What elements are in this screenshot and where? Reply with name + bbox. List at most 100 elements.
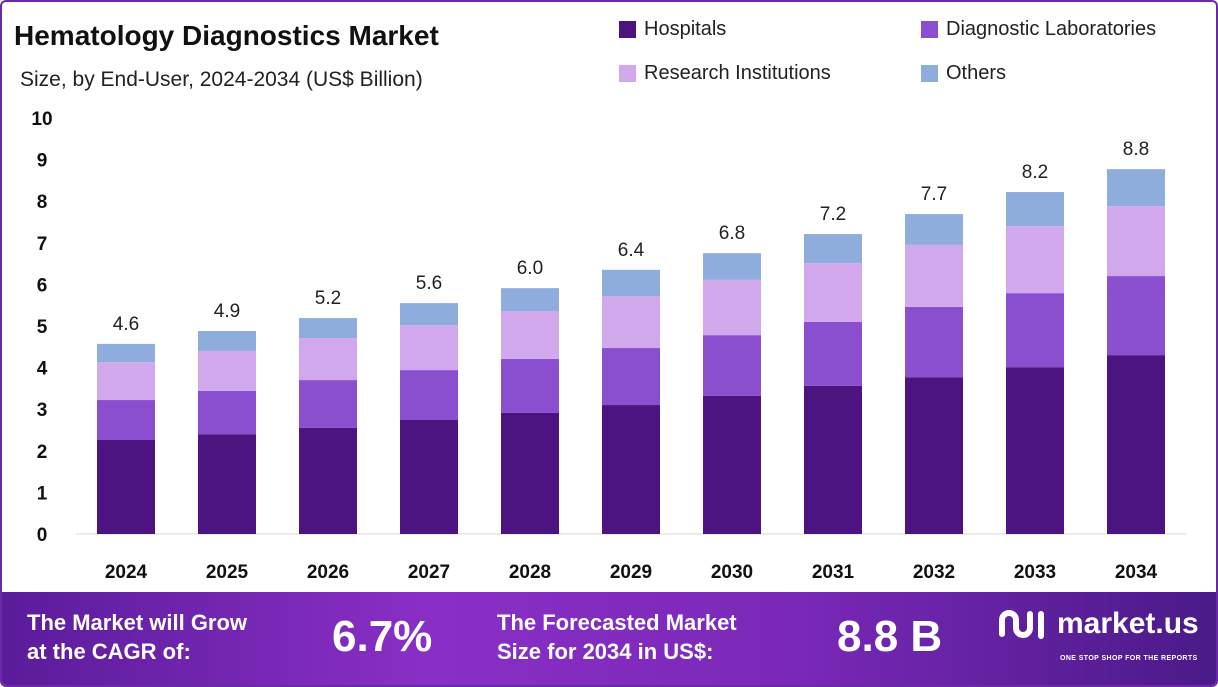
x-tick-label: 2024	[105, 562, 148, 583]
bar-total-label: 8.8	[1123, 139, 1149, 160]
bar-segment-others	[198, 330, 256, 351]
legend-label: Diagnostic Laboratories	[946, 18, 1157, 40]
bar-segment-research-institutions	[602, 296, 660, 349]
legend-label: Research Institutions	[644, 62, 831, 84]
bar-total-label: 5.2	[315, 288, 341, 309]
y-tick-label: 3	[37, 400, 48, 421]
legend-swatch	[921, 21, 938, 38]
y-tick-label: 5	[37, 317, 48, 338]
cagr-label-line: The Market will Grow	[27, 610, 248, 635]
bar-segment-diagnostic-laboratories	[602, 348, 660, 406]
bar-segment-hospitals	[400, 420, 458, 534]
bar-total-label: 5.6	[416, 273, 442, 294]
bar-segment-diagnostic-laboratories	[1107, 276, 1165, 356]
legend-item-research-institutions: Research Institutions	[619, 62, 831, 85]
bar-segment-research-institutions	[400, 325, 458, 371]
y-tick-label: 6	[37, 275, 48, 296]
x-tick-label: 2029	[610, 562, 652, 583]
x-tick-label: 2030	[711, 562, 753, 583]
y-tick-label: 0	[37, 525, 48, 546]
bar-segment-diagnostic-laboratories	[1006, 293, 1064, 368]
chart-subtitle: Size, by End-User, 2024-2034 (US$ Billio…	[20, 68, 423, 91]
bar-total-label: 7.2	[820, 204, 846, 225]
bar-total-label: 4.9	[214, 301, 240, 322]
logo-text: market.us	[1057, 607, 1199, 640]
legend-swatch	[619, 21, 636, 38]
bar-segment-diagnostic-laboratories	[501, 358, 559, 413]
bar-segment-hospitals	[1107, 355, 1165, 534]
bar-segment-hospitals	[501, 412, 559, 534]
bar-total-label: 6.0	[517, 258, 543, 279]
bar-total-label: 8.2	[1022, 162, 1048, 183]
legend-item-diagnostic-laboratories: Diagnostic Laboratories	[921, 18, 1156, 41]
forecast-label: The Forecasted Market Size for 2034 in US…	[497, 608, 737, 666]
bar-segment-hospitals	[198, 434, 256, 534]
y-tick-label: 7	[37, 234, 48, 255]
cagr-label: The Market will Grow at the CAGR of:	[27, 608, 247, 666]
bar-segment-diagnostic-laboratories	[703, 335, 761, 396]
bar-segment-diagnostic-laboratories	[97, 400, 155, 440]
bar-segment-diagnostic-laboratories	[198, 390, 256, 435]
bar-segment-research-institutions	[97, 362, 155, 401]
bar-segment-research-institutions	[1006, 226, 1064, 294]
y-tick-label: 4	[37, 359, 48, 380]
bar-segment-others	[299, 318, 357, 339]
x-tick-label: 2028	[509, 562, 551, 583]
bar-segment-others	[602, 269, 660, 297]
legend-label: Others	[946, 62, 1007, 84]
bar-chart-plot: 0 1 2 3 4 5 6 7 8 9 10 4.6 2024 4.9 2025 5.2 2026 5.6 2027…	[31, 109, 1187, 583]
cagr-value: 6.7%	[332, 612, 433, 661]
bar-segment-research-institutions	[1107, 206, 1165, 277]
bar-segment-research-institutions	[501, 311, 559, 359]
bar-total-label: 6.4	[618, 240, 645, 261]
y-tick-label: 8	[37, 192, 48, 213]
bar-segment-diagnostic-laboratories	[804, 321, 862, 386]
bar-segment-diagnostic-laboratories	[400, 370, 458, 421]
bar-segment-research-institutions	[299, 338, 357, 381]
bar-segment-research-institutions	[804, 263, 862, 322]
bar-segment-others	[1107, 169, 1165, 207]
bar-total-label: 7.7	[921, 184, 947, 205]
bar-segment-research-institutions	[905, 244, 963, 307]
footer-banner: The Market will Grow at the CAGR of: 6.7%…	[2, 592, 1216, 685]
x-tick-label: 2025	[206, 562, 249, 583]
y-tick-label: 2	[37, 442, 48, 463]
bar-segment-others	[905, 214, 963, 245]
bar-segment-diagnostic-laboratories	[905, 306, 963, 378]
forecast-label-line: The Forecasted Market	[497, 610, 737, 635]
x-tick-label: 2026	[307, 562, 349, 583]
forecast-value: 8.8 B	[837, 612, 943, 661]
bar-segment-hospitals	[703, 395, 761, 534]
legend-swatch	[921, 65, 938, 82]
x-tick-label: 2031	[812, 562, 855, 583]
cagr-label-line: at the CAGR of:	[27, 639, 191, 664]
bar-segment-research-institutions	[703, 279, 761, 336]
bar-segment-hospitals	[804, 385, 862, 534]
bar-segment-diagnostic-laboratories	[299, 380, 357, 428]
bar-segment-others	[97, 343, 155, 363]
bar-segment-research-institutions	[198, 350, 256, 391]
bar-total-label: 6.8	[719, 223, 745, 244]
legend-swatch	[619, 65, 636, 82]
bar-segment-others	[400, 303, 458, 326]
x-tick-label: 2034	[1115, 562, 1158, 583]
y-tick-label: 10	[31, 109, 52, 130]
y-tick-label: 1	[37, 483, 48, 504]
legend-item-others: Others	[921, 62, 1006, 85]
chart-title: Hematology Diagnostics Market	[14, 20, 439, 51]
x-tick-label: 2032	[913, 562, 955, 583]
y-tick-label: 9	[37, 151, 48, 172]
bar-segment-hospitals	[1006, 367, 1064, 534]
bar-segment-hospitals	[905, 377, 963, 534]
legend-item-hospitals: Hospitals	[619, 18, 726, 41]
logo-icon	[999, 610, 1044, 639]
bar-segment-hospitals	[602, 405, 660, 534]
bar-segment-others	[804, 234, 862, 264]
bar-segment-hospitals	[97, 439, 155, 534]
x-tick-label: 2033	[1014, 562, 1056, 583]
x-tick-label: 2027	[408, 562, 450, 583]
bar-segment-hospitals	[299, 427, 357, 534]
bar-total-label: 4.6	[113, 314, 139, 335]
bar-segment-others	[703, 253, 761, 280]
